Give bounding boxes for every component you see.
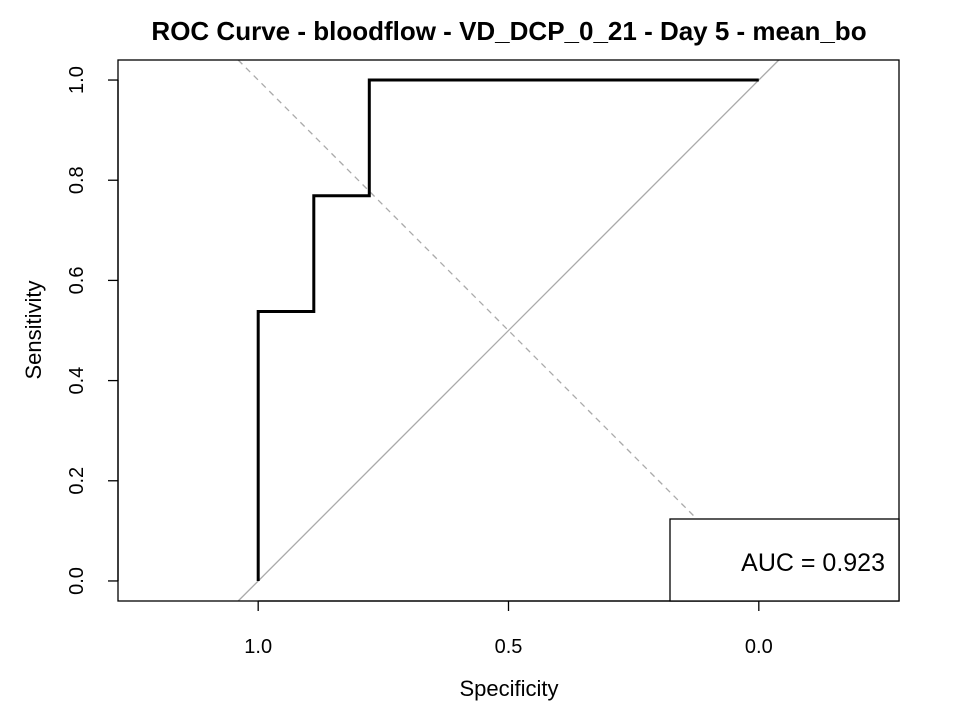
auc-legend: AUC = 0.923 <box>669 518 900 602</box>
x-axis-label: Specificity <box>459 676 558 701</box>
reference-lines <box>237 59 780 602</box>
y-axis-label: Sensitivity <box>21 280 46 379</box>
y-tick-label: 0.6 <box>66 267 88 295</box>
x-tick-label: 0.5 <box>495 636 523 658</box>
y-tick-label: 0.8 <box>66 166 88 194</box>
y-tick-label: 1.0 <box>66 66 88 94</box>
auc-legend-box <box>669 518 900 602</box>
chance-diagonal <box>237 59 780 602</box>
y-tick-label: 0.0 <box>66 567 88 595</box>
x-tick-label: 1.0 <box>244 636 272 658</box>
y-tick-label: 0.4 <box>66 367 88 395</box>
auc-annotation: AUC = 0.923 <box>741 549 885 577</box>
roc-curve-group <box>256 78 759 581</box>
x-tick-label: 0.0 <box>745 636 773 658</box>
y-axis: 0.0 0.2 0.4 0.6 0.8 1.0 <box>66 66 119 595</box>
chart-title: ROC Curve - bloodflow - VD_DCP_0_21 - Da… <box>151 16 866 46</box>
roc-curve <box>256 78 759 581</box>
y-tick-label: 0.2 <box>66 467 88 495</box>
